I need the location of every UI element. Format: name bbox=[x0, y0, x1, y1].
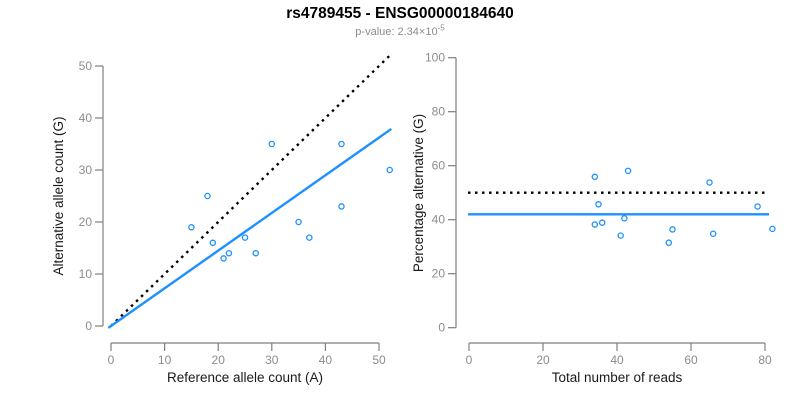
x-tick-label: 60 bbox=[684, 353, 698, 367]
y-tick-label: 100 bbox=[425, 51, 445, 65]
data-point bbox=[209, 239, 217, 247]
y-tick-label: 40 bbox=[432, 213, 446, 227]
data-point bbox=[386, 166, 393, 174]
x-axis-title-right: Total number of reads bbox=[552, 370, 683, 385]
data-point bbox=[268, 140, 276, 148]
data-point bbox=[188, 223, 195, 231]
y-tick-label: 50 bbox=[79, 59, 93, 73]
data-point bbox=[624, 167, 632, 175]
identity-line-left bbox=[110, 54, 391, 327]
x-tick-label: 40 bbox=[319, 353, 333, 367]
x-tick-label: 10 bbox=[158, 353, 172, 367]
data-point bbox=[338, 203, 345, 210]
data-point bbox=[338, 140, 345, 148]
right-scatter-plot: 0 20 40 60 80 100 0 20 40 60 80 bbox=[425, 51, 776, 367]
y-tick-label: 0 bbox=[438, 321, 445, 335]
data-point bbox=[241, 234, 249, 241]
figure-subtitle: p-value: 2.34×10-5 bbox=[0, 23, 800, 38]
data-point bbox=[669, 226, 676, 233]
data-point bbox=[598, 219, 606, 226]
data-point bbox=[709, 230, 717, 237]
data-point bbox=[306, 234, 313, 241]
x-tick-label: 0 bbox=[466, 353, 473, 367]
x-tick-label: 50 bbox=[372, 353, 386, 367]
data-point bbox=[617, 232, 624, 239]
x-tick-label: 20 bbox=[536, 353, 550, 367]
data-point bbox=[769, 225, 776, 233]
y-axis-title-left: Alternative allele count (G) bbox=[51, 116, 66, 275]
y-tick-label: 40 bbox=[79, 111, 93, 125]
figure-title: rs4789455 - ENSG00000184640 bbox=[286, 5, 514, 22]
x-axis-title-left: Reference allele count (A) bbox=[167, 370, 323, 385]
x-tick-label: 30 bbox=[265, 353, 279, 367]
left-scatter-plot: 0 10 20 30 40 50 0 10 20 30 40 50 bbox=[79, 54, 393, 367]
x-tick-label: 0 bbox=[108, 353, 115, 367]
data-point bbox=[595, 201, 602, 208]
y-axis-title-right: Percentage alternative (G) bbox=[411, 114, 426, 272]
pvalue-exponent: -5 bbox=[437, 23, 445, 33]
y-tick-label: 60 bbox=[432, 159, 446, 173]
data-point bbox=[754, 203, 761, 210]
data-point bbox=[665, 239, 673, 246]
y-tick-label: 20 bbox=[432, 267, 446, 281]
x-tick-label: 20 bbox=[212, 353, 226, 367]
data-point bbox=[220, 255, 227, 262]
data-point bbox=[621, 215, 628, 222]
y-tick-label: 10 bbox=[79, 267, 93, 281]
data-point bbox=[252, 249, 259, 257]
x-tick-label: 40 bbox=[610, 353, 624, 367]
x-tick-label: 80 bbox=[758, 353, 772, 367]
data-point bbox=[225, 249, 233, 257]
y-tick-label: 0 bbox=[85, 319, 92, 333]
data-point bbox=[591, 173, 599, 181]
y-tick-label: 20 bbox=[79, 215, 93, 229]
fit-line-left bbox=[107, 127, 393, 329]
data-point bbox=[204, 192, 211, 200]
data-point bbox=[295, 218, 302, 226]
data-point bbox=[706, 179, 713, 186]
y-tick-label: 80 bbox=[432, 105, 446, 119]
y-tick-label: 30 bbox=[79, 163, 93, 177]
pvalue-text: p-value: 2.34×10 bbox=[355, 26, 438, 38]
data-point bbox=[591, 221, 599, 228]
